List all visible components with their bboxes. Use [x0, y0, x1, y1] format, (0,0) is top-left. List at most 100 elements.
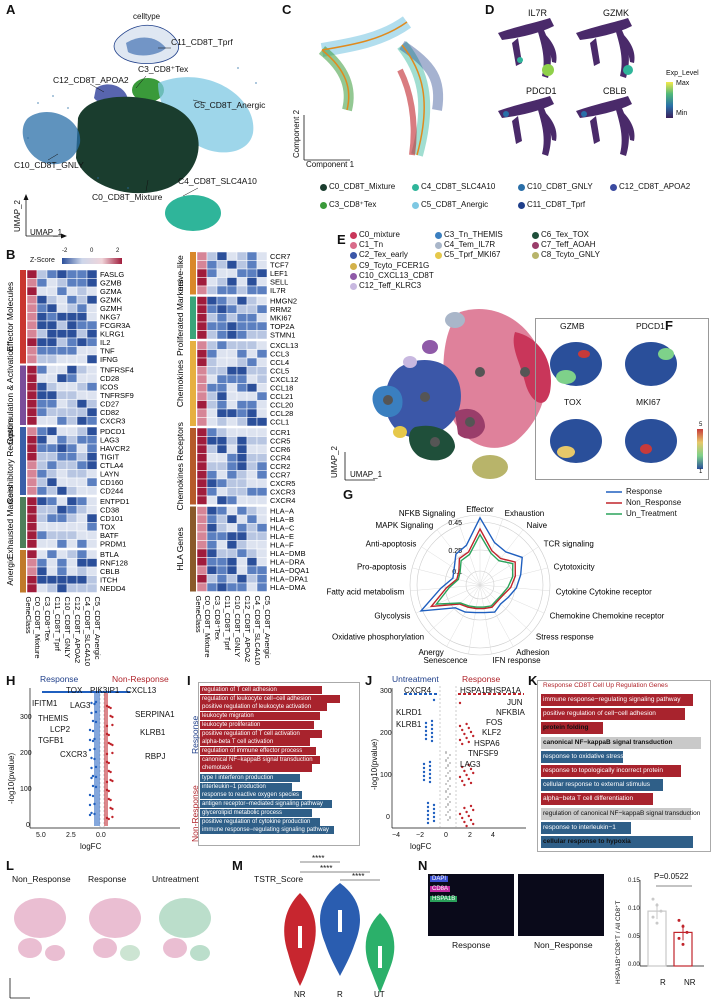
heatmap-cell [256, 548, 268, 558]
heatmap-cell [56, 346, 68, 356]
heatmap-cell [26, 390, 38, 400]
heatmap-cell [36, 354, 48, 364]
heatmap-cell [46, 443, 58, 453]
volcano-point [424, 729, 428, 733]
umap-l-group: Non_Response [12, 874, 71, 884]
heatmap-cell [236, 313, 248, 323]
volcano-point [463, 769, 466, 773]
heatmap-cell [26, 382, 38, 392]
heatmap-cell [36, 329, 48, 339]
go-i-bar-nonresponse: response to reactive oxygen species [200, 791, 302, 800]
e-legend-label: C5_Tprf_MKI67 [444, 250, 501, 259]
volcano-point [430, 723, 434, 727]
heatmap-cell [86, 390, 98, 400]
volcano-j-ytick: 100 [380, 772, 392, 779]
panel-label-d: D [485, 2, 495, 17]
heatmap-cell [76, 286, 88, 296]
heatmap-b-svg: Effector MoleculesFASLGGZMBGZMAGZMKGZMHN… [5, 251, 309, 666]
exp-legend-title: Exp_Level [666, 70, 699, 77]
go-i-bar-response: regulation of leukocyte cell−cell adhesi… [200, 694, 340, 703]
heatmap-column-label: C0_CD8T_Mixture [33, 597, 42, 659]
heatmap-cell [56, 452, 68, 462]
umap-e-ylabel: UMAP_2 [330, 445, 339, 478]
heatmap-cell [66, 530, 78, 540]
gene-class-label: Proliferated Markers [175, 279, 185, 356]
heatmap-cell [196, 453, 208, 463]
volcano-j-gene: TNFSF9 [468, 749, 499, 758]
volcano-j-gene: FOS [486, 718, 503, 727]
heatmap-cell [56, 583, 68, 593]
go-k-bar: alpha−beta T cell differentiation [541, 793, 653, 806]
heatmap-cell [236, 251, 248, 261]
cd-legend-label: C12_CD8T_APOA2 [619, 182, 691, 191]
heatmap-cell [76, 320, 88, 330]
heatmap-cell [256, 495, 268, 505]
volcano-h-ytick: 300 [20, 714, 32, 721]
zscore-label: Z-Score [30, 257, 55, 264]
e-legend-label: C10_CXCL13_CD8T [359, 271, 434, 280]
heatmap-cell [236, 531, 248, 541]
go-i-bar-response: leukocyte proliferation [200, 720, 314, 729]
heatmap-cell [56, 365, 68, 375]
volcano-h-xtick: 5.0 [36, 832, 46, 839]
heatmap-cell [246, 523, 258, 533]
heatmap-cell [236, 383, 248, 393]
heatmap-cell [246, 548, 258, 558]
heatmap-cell [236, 487, 248, 497]
volcano-point [458, 812, 462, 816]
cd-legend-item-2: C4_CD8T_SLC4A10 [412, 182, 495, 191]
heatmap-cell [216, 582, 228, 592]
heatmap-cell [216, 366, 228, 376]
heatmap-gene-label: HLA−DQA1 [270, 566, 309, 575]
heatmap-cell [46, 286, 58, 296]
heatmap-cell [236, 330, 248, 340]
legend-dot [532, 251, 539, 259]
heatmap-cell [86, 496, 98, 506]
heatmap-gene-label: LEF1 [270, 269, 288, 278]
volcano-point [111, 723, 114, 727]
heatmap-cell [246, 408, 258, 418]
volcano-j-ytick: 200 [380, 730, 392, 737]
volcano-points-left [94, 692, 100, 826]
heatmap-cell [216, 436, 228, 446]
heatmap-cell [256, 453, 268, 463]
radar-spoke [446, 584, 481, 647]
volcano-point [109, 742, 112, 746]
heatmap-cell [246, 251, 258, 261]
volcano-point [432, 811, 436, 815]
heatmap-cell [226, 400, 238, 410]
volcano-point [432, 803, 436, 807]
heatmap-gene-label: CCL18 [270, 383, 293, 392]
heatmap-cell [206, 461, 218, 471]
heatmap-cell [66, 549, 78, 559]
heatmap-column-label: C4_CD8T_SLC4A10 [253, 596, 262, 666]
heatmap-cell [196, 366, 208, 376]
heatmap-cell [206, 374, 218, 384]
volcano-point [449, 801, 451, 803]
radar-axis-label: Stress response [536, 632, 594, 641]
heatmap-cell [256, 444, 268, 454]
heatmap-cell [226, 374, 238, 384]
radar-spoke [479, 584, 492, 655]
heatmap-cell [36, 312, 48, 322]
heatmap-gene-label: CCR7 [270, 252, 290, 261]
heatmap-cell [216, 514, 228, 524]
heatmap-cell [76, 435, 88, 445]
feature-d-gene-4: CBLB [603, 86, 627, 96]
panel-e-umap: C0_mixture C3_Tn_THEMIS C6_Tex_TOX C1_Tn… [330, 230, 712, 490]
heatmap-cell [256, 296, 268, 306]
radar-axis-label: Pro-apoptosis [357, 562, 406, 571]
heatmap-cell [216, 408, 228, 418]
heatmap-cell [256, 506, 268, 516]
heatmap-cell [206, 478, 218, 488]
heatmap-cell [256, 514, 268, 524]
heatmap-gene-label: STMN1 [270, 330, 295, 339]
feature-d-gene-3: PDCD1 [526, 86, 557, 96]
e-legend-label: C8_Tcyto_GNLY [541, 250, 600, 259]
heatmap-gene-label: CXCL13 [270, 341, 298, 350]
heatmap-cell [226, 427, 238, 437]
volcano-point [458, 701, 462, 705]
heatmap-cell [246, 260, 258, 270]
volcano-j-ylabel: -log10(pvalue) [370, 738, 379, 790]
heatmap-cell [216, 277, 228, 287]
